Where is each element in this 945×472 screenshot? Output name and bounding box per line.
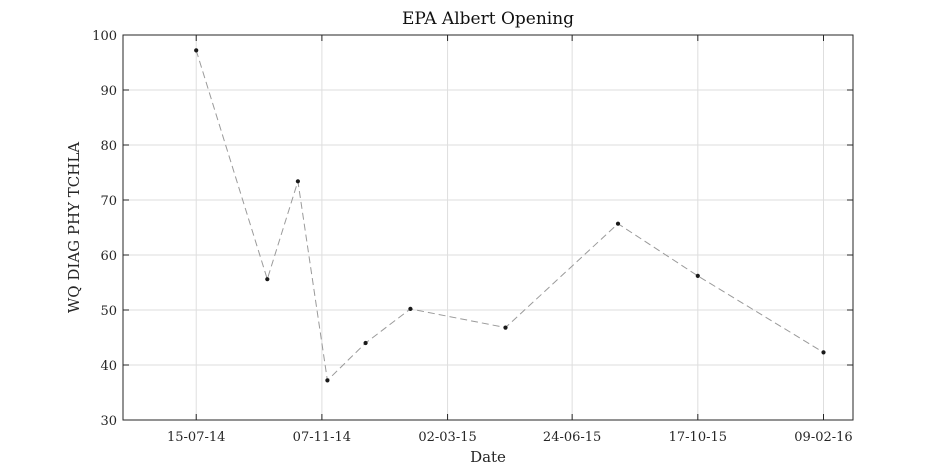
y-axis-label: WQ DIAG PHY TCHLA [65,142,83,313]
y-tick-label: 80 [100,139,117,154]
grid [123,35,853,420]
y-tick-label: 40 [100,359,117,374]
data-point [503,325,508,330]
y-tick-label: 90 [100,84,117,99]
y-tick-label: 100 [92,29,117,44]
data-point [295,179,300,184]
series-layer [194,48,826,383]
chart-title: EPA Albert Opening [402,9,574,29]
series-line [195,50,824,382]
x-tick-label: 17-10-15 [669,430,727,445]
y-tick-label: 60 [100,249,117,264]
x-axis-label: Date [470,448,506,466]
x-tick-label: 24-06-15 [543,430,601,445]
y-tick-label: 50 [100,304,117,319]
x-tick-label: 02-03-15 [418,430,476,445]
x-tick-label: 09-02-16 [794,430,852,445]
y-tick-label: 70 [100,194,117,209]
x-axis: 15-07-14 07-11-14 02-03-15 24-06-15 17-10-15… [167,35,853,445]
data-point [194,48,199,53]
data-point [265,277,270,282]
y-axis: 30 40 50 60 70 80 90 100 [92,29,853,429]
data-point [695,273,700,278]
data-point [363,340,368,346]
y-tick-label: 30 [100,414,117,429]
data-point [408,306,413,311]
data-point [325,378,330,383]
data-point [615,221,621,226]
plot-frame [122,34,854,421]
data-point [821,350,826,355]
x-tick-label: 07-11-14 [293,430,351,445]
x-tick-label: 15-07-14 [167,430,225,445]
